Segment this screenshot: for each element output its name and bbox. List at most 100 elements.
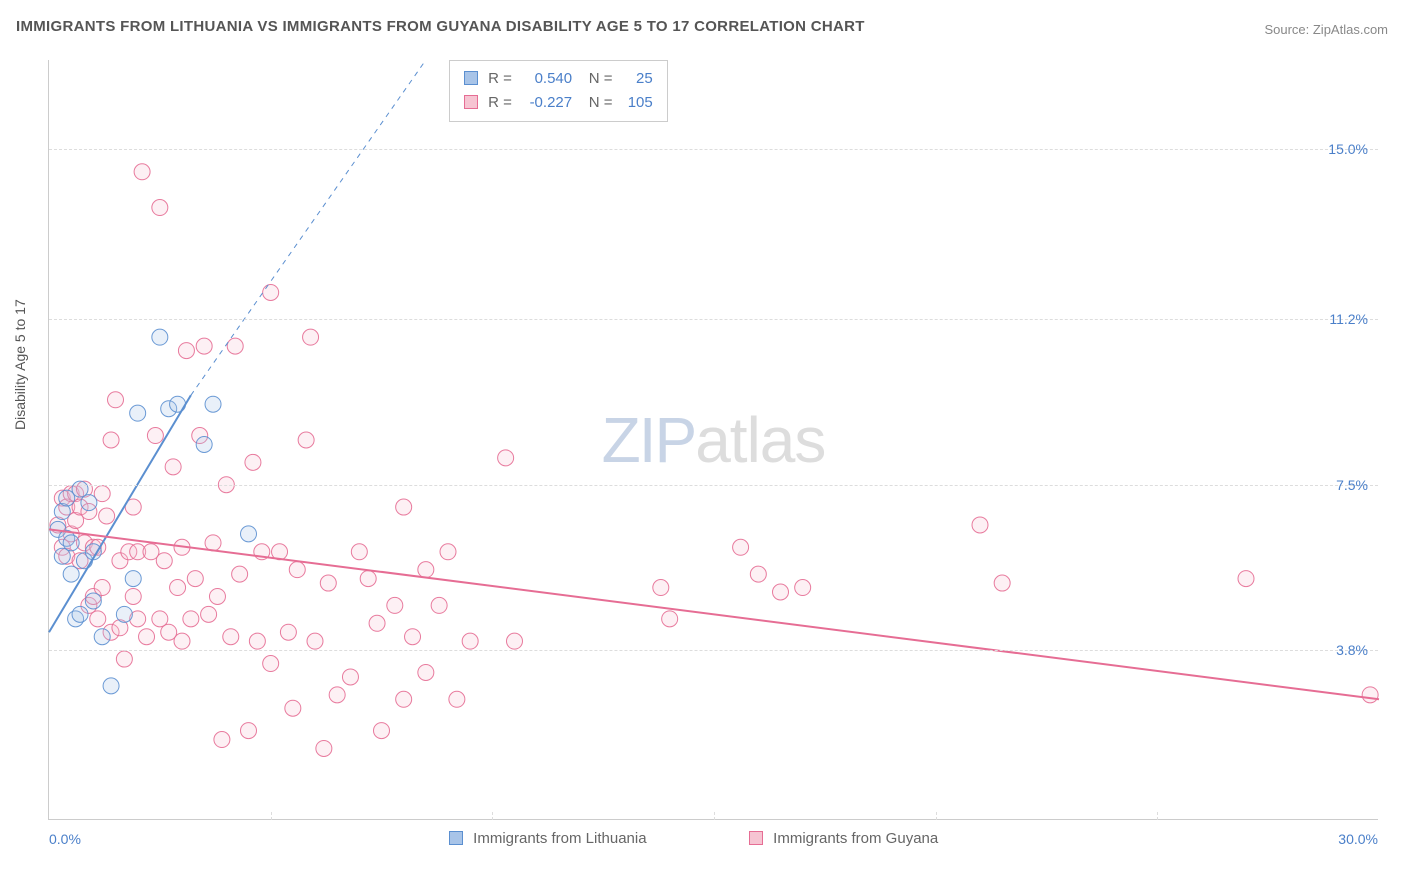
scatter-svg — [49, 60, 1378, 819]
legend-swatch-lithuania — [449, 831, 463, 845]
trend-line-guyana — [49, 529, 1379, 699]
data-point-guyana — [116, 651, 132, 667]
data-point-guyana — [178, 343, 194, 359]
data-point-guyana — [342, 669, 358, 685]
n-value-lithuania: 25 — [617, 67, 653, 91]
data-point-guyana — [201, 606, 217, 622]
data-point-guyana — [303, 329, 319, 345]
gridline-h — [49, 149, 1378, 150]
data-point-lithuania — [103, 678, 119, 694]
data-point-guyana — [223, 629, 239, 645]
data-point-lithuania — [81, 495, 97, 511]
data-point-guyana — [405, 629, 421, 645]
source-attribution: Source: ZipAtlas.com — [1264, 22, 1388, 37]
data-point-guyana — [396, 499, 412, 515]
y-tick-label: 15.0% — [1328, 141, 1368, 157]
data-point-guyana — [205, 535, 221, 551]
x-tick-mark — [936, 812, 937, 820]
chart-container: IMMIGRANTS FROM LITHUANIA VS IMMIGRANTS … — [0, 0, 1406, 892]
data-point-lithuania — [85, 593, 101, 609]
data-point-guyana — [214, 732, 230, 748]
data-point-guyana — [183, 611, 199, 627]
legend-item-guyana: Immigrants from Guyana — [749, 830, 938, 847]
y-tick-label: 7.5% — [1336, 477, 1368, 493]
data-point-lithuania — [205, 396, 221, 412]
data-point-lithuania — [152, 329, 168, 345]
y-tick-label: 11.2% — [1329, 311, 1368, 327]
stats-legend-box: R = 0.540 N = 25 R = -0.227 N = 105 — [449, 60, 668, 122]
data-point-guyana — [263, 656, 279, 672]
data-point-guyana — [196, 338, 212, 354]
data-point-lithuania — [63, 535, 79, 551]
data-point-guyana — [316, 740, 332, 756]
data-point-guyana — [795, 580, 811, 596]
data-point-guyana — [280, 624, 296, 640]
data-point-guyana — [733, 539, 749, 555]
data-point-guyana — [232, 566, 248, 582]
data-point-guyana — [750, 566, 766, 582]
swatch-guyana — [464, 95, 478, 109]
data-point-guyana — [108, 392, 124, 408]
data-point-guyana — [241, 723, 257, 739]
data-point-guyana — [209, 588, 225, 604]
data-point-guyana — [103, 432, 119, 448]
data-point-guyana — [1362, 687, 1378, 703]
data-point-guyana — [289, 562, 305, 578]
x-tick-min: 0.0% — [49, 831, 81, 847]
data-point-guyana — [994, 575, 1010, 591]
data-point-guyana — [227, 338, 243, 354]
data-point-guyana — [134, 164, 150, 180]
data-point-guyana — [396, 691, 412, 707]
legend-item-lithuania: Immigrants from Lithuania — [449, 830, 647, 847]
stats-row-lithuania: R = 0.540 N = 25 — [464, 67, 653, 91]
x-tick-mark — [1157, 812, 1158, 820]
data-point-guyana — [152, 200, 168, 216]
data-point-guyana — [351, 544, 367, 560]
x-tick-mark — [271, 812, 272, 820]
r-value-guyana: -0.227 — [516, 91, 572, 115]
data-point-guyana — [431, 597, 447, 613]
gridline-h — [49, 485, 1378, 486]
data-point-guyana — [440, 544, 456, 560]
data-point-guyana — [418, 562, 434, 578]
data-point-guyana — [307, 633, 323, 649]
data-point-guyana — [320, 575, 336, 591]
data-point-lithuania — [130, 405, 146, 421]
x-tick-mark — [714, 812, 715, 820]
x-tick-mark — [492, 812, 493, 820]
x-tick-max: 30.0% — [1338, 831, 1378, 847]
data-point-guyana — [1238, 571, 1254, 587]
chart-title: IMMIGRANTS FROM LITHUANIA VS IMMIGRANTS … — [16, 18, 865, 35]
data-point-lithuania — [116, 606, 132, 622]
data-point-guyana — [174, 633, 190, 649]
data-point-lithuania — [241, 526, 257, 542]
data-point-guyana — [662, 611, 678, 627]
data-point-guyana — [263, 284, 279, 300]
data-point-guyana — [170, 580, 186, 596]
y-tick-label: 3.8% — [1336, 642, 1368, 658]
data-point-guyana — [369, 615, 385, 631]
data-point-guyana — [387, 597, 403, 613]
data-point-guyana — [374, 723, 390, 739]
data-point-guyana — [165, 459, 181, 475]
y-axis-label: Disability Age 5 to 17 — [12, 299, 28, 430]
stats-row-guyana: R = -0.227 N = 105 — [464, 91, 653, 115]
swatch-lithuania — [464, 71, 478, 85]
legend-swatch-guyana — [749, 831, 763, 845]
n-value-guyana: 105 — [617, 91, 653, 115]
data-point-guyana — [498, 450, 514, 466]
data-point-guyana — [125, 588, 141, 604]
gridline-h — [49, 319, 1378, 320]
data-point-guyana — [418, 664, 434, 680]
data-point-guyana — [329, 687, 345, 703]
data-point-lithuania — [125, 571, 141, 587]
gridline-h — [49, 650, 1378, 651]
data-point-guyana — [285, 700, 301, 716]
data-point-guyana — [90, 611, 106, 627]
data-point-guyana — [507, 633, 523, 649]
plot-area: ZIPatlas R = 0.540 N = 25 R = -0.227 N =… — [48, 60, 1378, 820]
data-point-guyana — [139, 629, 155, 645]
data-point-guyana — [972, 517, 988, 533]
r-value-lithuania: 0.540 — [516, 67, 572, 91]
legend-label-lithuania: Immigrants from Lithuania — [473, 830, 646, 847]
